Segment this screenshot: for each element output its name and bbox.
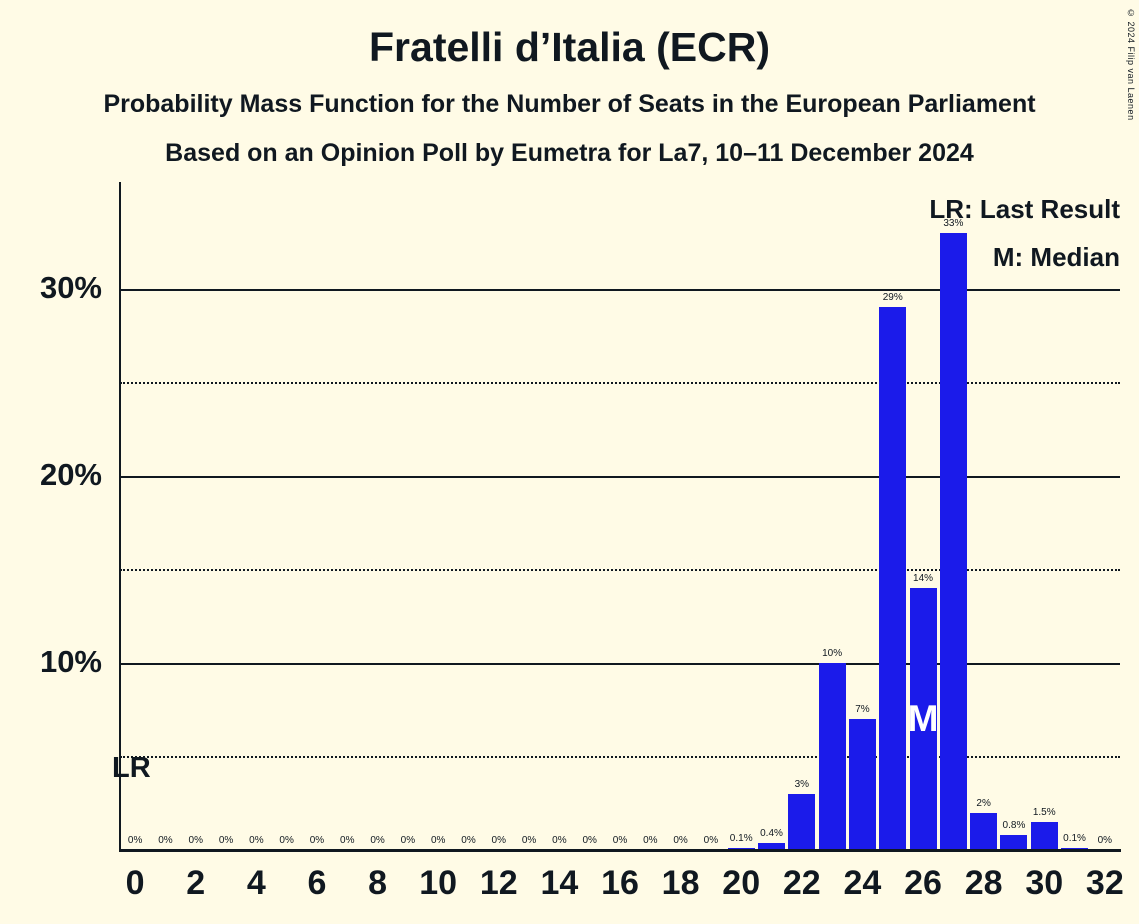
- bar-seat-22: [788, 793, 816, 850]
- bar-value-label-seat-15: 0%: [582, 835, 597, 846]
- bar-value-label-seat-14: 0%: [552, 835, 567, 846]
- x-tick-label-30: 30: [1025, 864, 1064, 902]
- bar-value-label-seat-19: 0%: [703, 835, 719, 846]
- gridline-10pct: [120, 662, 1120, 665]
- bar-value-label-seat-16: 0%: [612, 835, 628, 846]
- gridline-dotted-15pct: [120, 569, 1120, 572]
- x-tick-label-20: 20: [722, 864, 761, 902]
- bar-value-label-seat-22: 3%: [794, 778, 810, 790]
- bar-value-label-seat-23: 10%: [822, 647, 843, 659]
- x-tick-label-2: 2: [186, 864, 206, 902]
- bar-value-label-seat-24: 7%: [855, 704, 870, 716]
- y-axis-line: [119, 182, 121, 850]
- bar-value-label-seat-21: 0.4%: [760, 827, 783, 839]
- gridline-30pct: [120, 288, 1120, 291]
- bar-value-label-seat-2: 0%: [188, 835, 203, 846]
- bar-value-label-seat-3: 0%: [218, 835, 234, 846]
- x-tick-label-22: 22: [782, 864, 821, 902]
- bar-seat-28: [970, 812, 998, 850]
- bar-seat-21: [758, 842, 785, 850]
- x-tick-label-4: 4: [246, 864, 266, 902]
- bar-value-label-seat-5: 0%: [279, 835, 294, 846]
- bar-value-label-seat-20: 0.1%: [729, 833, 753, 845]
- x-tick-label-24: 24: [843, 864, 882, 902]
- bar-value-label-seat-18: 0%: [673, 835, 688, 846]
- chart-source-line: Based on an Opinion Poll by Eumetra for …: [165, 139, 974, 167]
- bar-value-label-seat-8: 0%: [370, 835, 385, 846]
- bar-seat-24: [848, 719, 876, 850]
- x-tick-label-14: 14: [540, 864, 579, 902]
- bar-seat-25: [879, 307, 907, 850]
- bar-value-label-seat-26: 14%: [913, 573, 934, 585]
- y-tick-label-30: 30%: [39, 269, 102, 305]
- bar-value-label-seat-28: 2%: [976, 797, 991, 809]
- bar-seat-30: [1030, 821, 1058, 850]
- x-tick-label-6: 6: [307, 864, 327, 902]
- x-tick-label-0: 0: [125, 864, 145, 902]
- legend-last-result: LR: Last Result: [929, 194, 1120, 224]
- x-tick-label-10: 10: [419, 864, 458, 902]
- copyright-notice: © 2024 Filip van Laenen: [1126, 8, 1136, 121]
- bar-value-label-seat-25: 29%: [882, 292, 903, 304]
- bar-value-label-seat-10: 0%: [430, 835, 446, 846]
- bar-value-label-seat-17: 0%: [643, 835, 658, 846]
- x-tick-label-16: 16: [601, 864, 639, 902]
- last-result-marker: LR: [112, 752, 151, 784]
- bar-value-label-seat-31: 0.1%: [1063, 833, 1086, 845]
- bar-value-label-seat-0: 0%: [127, 835, 143, 846]
- gridline-dotted-25pct: [120, 382, 1120, 385]
- x-tick-label-26: 26: [904, 864, 942, 902]
- gridline-20pct: [120, 475, 1120, 478]
- x-tick-label-18: 18: [661, 864, 700, 902]
- bar-value-label-seat-11: 0%: [461, 835, 476, 846]
- chart-title: Fratelli d’Italia (ECR): [369, 24, 770, 70]
- bar-value-label-seat-32: 0%: [1097, 835, 1113, 846]
- bar-seat-29: [1000, 835, 1028, 850]
- plot-area: 0% 0% 0% 0% 0% 0% 0% 0% 0% 0% 0% 0% 0% 0% 0% 0% 0% 0% 0% 0%…: [120, 182, 1120, 850]
- legend-median: M: Median: [992, 242, 1120, 272]
- x-tick-label-28: 28: [964, 864, 1003, 902]
- x-tick-label-8: 8: [368, 864, 388, 902]
- bar-value-label-seat-1: 0%: [158, 835, 173, 846]
- bar-value-label-seat-27: 33%: [943, 217, 964, 229]
- bar-seat-26: [909, 588, 937, 850]
- y-tick-label-20: 20%: [39, 456, 102, 492]
- bar-value-label-seat-12: 0%: [491, 835, 507, 846]
- legend: LR: Last Result M: Median: [929, 185, 1120, 281]
- gridline-dotted-5pct: [120, 756, 1120, 759]
- x-tick-label-12: 12: [479, 864, 518, 902]
- bar-value-label-seat-29: 0.8%: [1002, 820, 1026, 832]
- bar-value-label-seat-30: 1.5%: [1032, 806, 1056, 818]
- bar-value-label-seat-9: 0%: [400, 835, 416, 846]
- x-tick-label-32: 32: [1085, 864, 1124, 902]
- y-tick-label-10: 10%: [39, 643, 102, 679]
- bar-seat-27: [939, 232, 967, 850]
- bar-value-label-seat-7: 0%: [340, 835, 355, 846]
- median-marker: M: [907, 698, 939, 740]
- bar-value-label-seat-13: 0%: [521, 835, 537, 846]
- chart-subtitle: Probability Mass Function for the Number…: [103, 90, 1036, 118]
- bar-value-label-seat-4: 0%: [249, 835, 264, 846]
- bar-seat-23: [818, 662, 846, 850]
- bar-value-label-seat-6: 0%: [309, 835, 325, 846]
- x-axis-line: [119, 849, 1121, 852]
